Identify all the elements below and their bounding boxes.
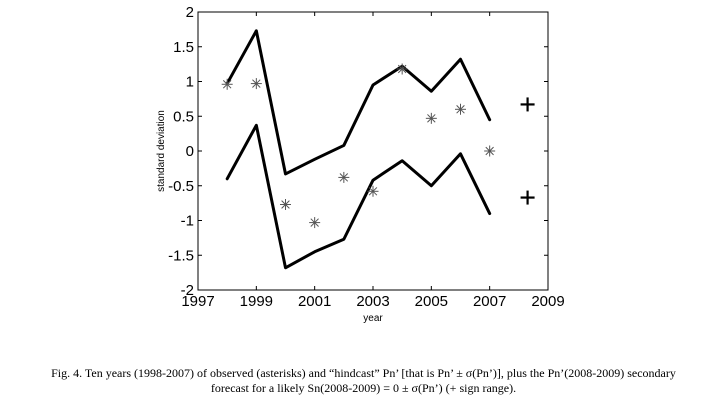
forecast-plus-point	[520, 190, 535, 205]
plot-frame	[197, 11, 549, 291]
observed-asterisk-point	[221, 78, 233, 90]
x-tick-label: 1997	[181, 293, 214, 310]
observed-asterisk-point	[455, 103, 466, 115]
observed-asterisk-point	[484, 145, 496, 157]
observed-asterisk-point	[396, 63, 408, 75]
forecast-plus-point	[520, 97, 535, 112]
y-tick-label: -2	[181, 282, 194, 299]
y-tick-label: 0.5	[173, 108, 194, 125]
line-chart: 1997 1999 2001 2003 2005 2007 2009 -2 -1.5 -1 -0.5…	[156, 4, 565, 324]
x-tick-label: 1999	[240, 293, 273, 310]
observed-asterisk-point	[425, 112, 437, 124]
y-tick-label: 0	[186, 143, 194, 160]
x-tick-label: 2003	[356, 293, 389, 310]
y-axis-label: standard deviation	[156, 110, 167, 192]
series-line-2	[225, 123, 492, 270]
x-tick-label: 2007	[473, 293, 506, 310]
observed-asterisk-point	[338, 171, 350, 183]
observed-asterisk-point	[367, 185, 379, 197]
x-tick-label: 2001	[298, 293, 331, 310]
y-tick-label: 1.5	[173, 39, 194, 56]
x-tick-label: 2009	[531, 293, 564, 310]
observed-asterisk-point	[250, 78, 262, 90]
x-axis-label: year	[363, 313, 383, 324]
y-tick-label: -1	[181, 213, 194, 230]
observed-asterisk-point	[280, 199, 291, 211]
y-tick-label: -0.5	[168, 178, 194, 195]
x-tick-label: 2005	[415, 293, 448, 310]
caption-line-2: forecast for a likely Sn(2008-2009) = 0 …	[210, 381, 517, 395]
series-line-1	[225, 29, 492, 176]
caption-line-1: Fig. 4. Ten years (1998-2007) of observe…	[51, 366, 676, 380]
figure-caption: Fig. 4. Ten years (1998-2007) of observe…	[0, 366, 727, 396]
y-tick-label: 2	[186, 4, 194, 21]
y-tick-label: 1	[186, 74, 194, 91]
observed-asterisk-point	[309, 217, 321, 229]
y-tick-label: -1.5	[168, 247, 194, 264]
